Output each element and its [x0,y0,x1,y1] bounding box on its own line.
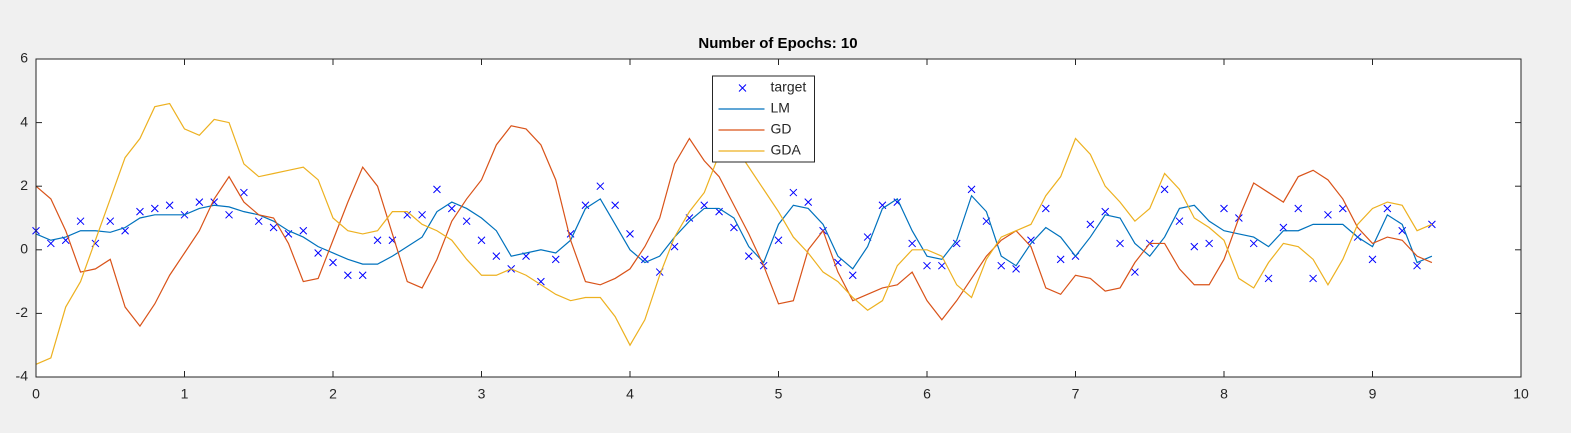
target-point [76,217,85,226]
target-point [1383,204,1392,213]
target-point [937,261,946,270]
target-point [106,217,115,226]
target-point [967,185,976,194]
y-tick-label: -4 [16,368,29,384]
target-point [774,236,783,245]
target-point [626,230,634,238]
target-point [462,217,471,226]
target-point [1160,185,1169,194]
target-point [1205,239,1214,248]
legend-label: GD [771,121,792,137]
legend-label: target [771,79,807,95]
target-point [1264,274,1273,283]
target-point [1338,204,1347,213]
target-point [447,204,456,213]
target-point [329,258,337,267]
target-point [1309,274,1317,283]
target-point [1413,261,1421,270]
x-tick-label: 3 [478,386,486,402]
target-point [433,185,441,194]
target-point [403,210,412,219]
x-tick-label: 6 [923,386,931,402]
series-line [35,194,1433,270]
legend-label: GDA [771,142,802,158]
target-point [700,201,709,210]
x-tick-label: 4 [626,386,634,402]
x-tick-label: 7 [1072,386,1080,402]
target-point [744,252,753,261]
chart-title: Number of Epochs: 10 [698,35,857,52]
target-point [551,255,560,264]
target-point [477,236,486,245]
target-point [1101,207,1110,216]
target-point [611,201,620,210]
y-tick-label: 6 [20,50,28,66]
target-point [596,182,605,191]
target-point [150,204,159,213]
series-line [35,125,1433,328]
target-point [358,271,367,280]
target-point [908,239,917,248]
target-point [343,271,352,280]
target-point [848,271,857,280]
target-point [1249,239,1258,248]
x-tick-label: 8 [1220,386,1228,402]
target-point [804,198,813,206]
target-point [46,239,55,248]
axes-box [35,58,1522,378]
target-point [1175,217,1184,226]
target-point [1116,239,1124,248]
target-point [1056,255,1065,264]
x-tick-label: 2 [329,386,337,402]
target-point [1279,223,1288,232]
y-tick-label: -2 [16,304,29,320]
target-point [1041,204,1050,213]
x-tick-label: 9 [1369,386,1377,402]
target-point [1398,226,1407,235]
target-point [789,188,798,197]
target-point [952,239,961,248]
target-point [1027,236,1035,245]
target-point [418,210,426,219]
legend: target LM GD GDA [712,75,815,163]
target-point [136,207,144,216]
y-tick-label: 2 [20,177,28,193]
target-point [1086,220,1095,229]
target-point [1131,268,1139,276]
target-point [1190,242,1199,251]
target-point [1294,204,1303,213]
target-point [1012,265,1020,273]
target-point [1368,255,1377,264]
x-tick-label: 0 [32,386,40,402]
target-point [195,198,204,206]
target-point [165,201,174,210]
target-point [240,188,248,197]
target-point [1220,204,1228,213]
target-point [730,223,738,232]
target-point [1324,210,1332,219]
x-tick-label: 5 [775,386,783,402]
target-point [923,261,931,270]
target-point [254,217,263,226]
target-point [225,210,233,219]
legend-box [712,75,815,163]
x-tick-label: 10 [1513,386,1529,402]
legend-marker [738,84,747,92]
target-point [997,261,1006,270]
legend-label: LM [771,100,790,116]
y-tick-label: 4 [20,113,28,129]
y-tick-label: 0 [20,241,28,257]
target-point [492,252,501,261]
target-point [314,249,323,257]
x-tick-label: 1 [181,386,189,402]
target-point [269,223,278,232]
target-point [373,236,382,245]
target-point [299,226,308,235]
